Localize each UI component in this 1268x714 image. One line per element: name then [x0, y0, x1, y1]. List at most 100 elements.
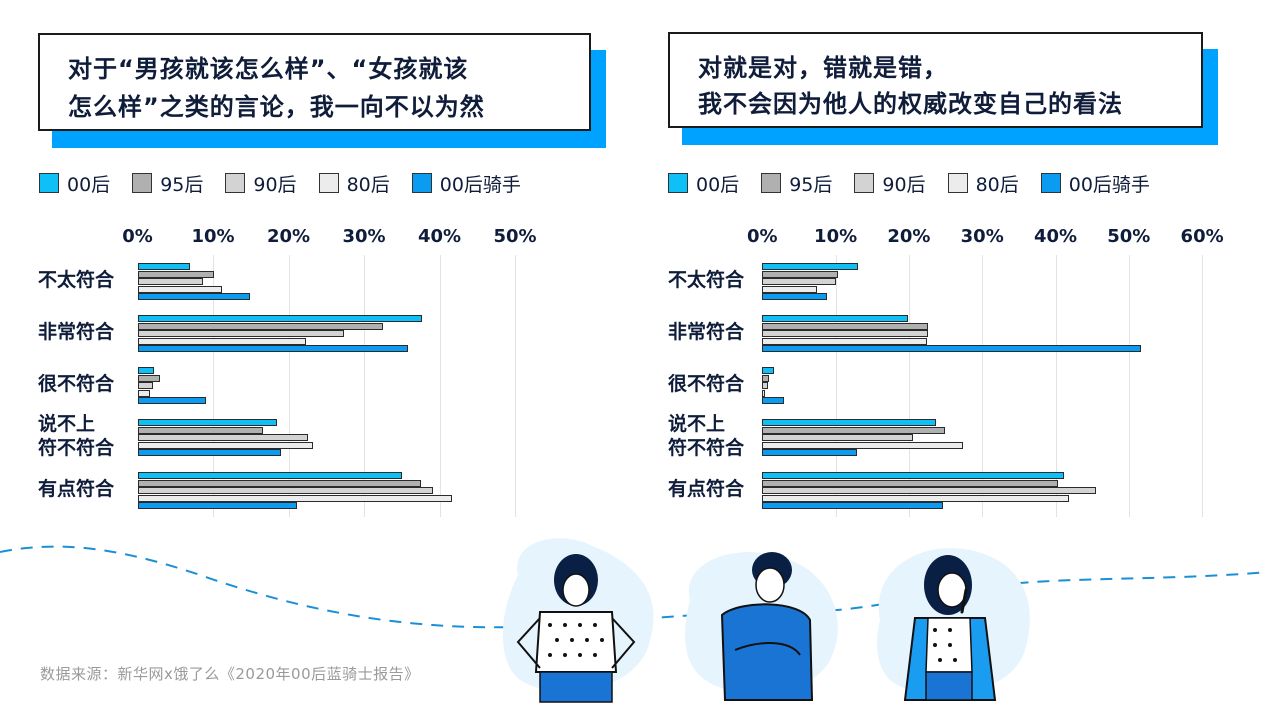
gridline	[982, 255, 984, 517]
bar	[762, 345, 1142, 353]
bar	[137, 479, 421, 487]
bar	[137, 441, 313, 449]
gridline	[1128, 255, 1130, 517]
bar	[137, 426, 263, 434]
legend-swatch	[39, 173, 59, 193]
legend-swatch	[947, 173, 968, 193]
bar	[137, 367, 154, 374]
bar	[762, 419, 937, 426]
bar	[137, 278, 203, 286]
category-label-line: 很不符合	[38, 373, 115, 395]
gridline	[288, 255, 290, 517]
legend-swatch	[1040, 173, 1061, 193]
legend-swatch	[132, 173, 153, 193]
bar	[762, 315, 909, 322]
gridline	[515, 255, 516, 517]
legend-label: 80后	[346, 173, 390, 196]
legend-item: 80后	[947, 170, 1019, 197]
right-title-box: 对就是对，错就是错， 我不会因为他人的权威改变自己的看法	[668, 32, 1203, 128]
legend-label: 00后	[67, 173, 111, 196]
legend-item: 00后	[39, 170, 110, 197]
axis-tick-label: 40%	[1033, 226, 1078, 247]
bar	[762, 293, 827, 301]
bar	[762, 472, 1064, 479]
bar	[137, 315, 422, 322]
right-title-card: 对就是对，错就是错， 我不会因为他人的权威改变自己的看法	[668, 32, 1218, 145]
boy-arms-crossed-illustration	[685, 552, 838, 701]
bar	[137, 487, 433, 495]
bar	[762, 426, 945, 434]
legend-item: 90后	[854, 170, 926, 197]
legend-label: 80后	[975, 173, 1019, 196]
legend-swatch	[854, 173, 875, 193]
bar	[762, 337, 927, 345]
bar	[137, 322, 384, 330]
axis-tick-label: 0%	[122, 226, 153, 247]
category-label-line: 有点符合	[668, 478, 745, 500]
bar	[137, 494, 453, 502]
bar	[137, 502, 297, 510]
legend-swatch	[411, 173, 432, 193]
category-label-line: 说不上	[668, 413, 726, 435]
bar	[137, 374, 161, 382]
legend-swatch	[225, 173, 246, 193]
bar	[762, 494, 1069, 502]
bar	[762, 285, 818, 293]
bar	[762, 374, 770, 382]
data-source-note: 数据来源：新华网x饿了么《2020年00后蓝骑士报告》	[40, 665, 420, 683]
legend-item: 80后	[318, 170, 390, 197]
left-title-card: 对于“男孩就该怎么样”、“女孩就该 怎么样”之类的言论，我一向不以为然	[38, 33, 606, 148]
legend-label: 90后	[253, 173, 297, 196]
legend-label: 90后	[882, 173, 926, 196]
gridline	[1055, 255, 1057, 517]
bar	[762, 382, 768, 390]
axis-tick-label: 0%	[747, 226, 778, 247]
bar	[762, 441, 963, 449]
bar	[762, 322, 929, 330]
legend-item: 95后	[761, 170, 832, 197]
left-title-box: 对于“男孩就该怎么样”、“女孩就该 怎么样”之类的言论，我一向不以为然	[38, 33, 591, 131]
legend-item: 00后骑手	[1040, 170, 1150, 197]
bar	[762, 487, 1096, 495]
legend-item: 90后	[225, 170, 297, 197]
category-label-line: 很不符合	[668, 373, 745, 395]
category-label: 非常符合	[668, 320, 744, 344]
bar	[137, 263, 190, 270]
axis-tick-label: 10%	[191, 226, 235, 247]
category-label-line: 不太符合	[668, 269, 745, 291]
bar	[762, 479, 1058, 487]
bar	[137, 293, 251, 301]
axis-tick-label: 20%	[887, 226, 931, 247]
axis-tick-label: 20%	[266, 226, 311, 247]
legend-label: 00后骑手	[439, 173, 521, 196]
axis-tick-label: 30%	[342, 226, 386, 247]
legend-label: 00后骑手	[1068, 173, 1150, 196]
category-label: 很不符合	[38, 372, 114, 396]
bar	[137, 472, 402, 479]
gridline	[439, 255, 441, 517]
left-title-line-2: 怎么样”之类的言论，我一向不以为然	[68, 93, 485, 121]
category-label: 很不符合	[668, 372, 744, 396]
right-legend: 00后 95后 90后 80后 00后骑手	[668, 170, 1172, 196]
axis-tick-label: 30%	[960, 226, 1004, 247]
gridline	[1202, 255, 1204, 517]
bar	[762, 278, 837, 286]
axis-tick-label: 60%	[1180, 226, 1224, 247]
gridline	[908, 255, 910, 517]
legend-item: 00后	[668, 170, 739, 197]
legend-item: 95后	[132, 170, 203, 197]
legend-item: 00后骑手	[411, 170, 521, 197]
bar	[137, 389, 150, 397]
bar	[137, 434, 308, 442]
bar	[762, 270, 838, 278]
category-label: 有点符合	[38, 477, 114, 501]
legend-label: 95后	[160, 173, 204, 196]
category-label-line: 非常符合	[38, 321, 115, 343]
axis-tick-label: 50%	[1107, 226, 1151, 247]
bar	[762, 263, 858, 270]
axis-tick-label: 50%	[493, 226, 537, 247]
legend-swatch	[668, 173, 688, 193]
category-label: 不太符合	[668, 268, 744, 292]
legend-label: 00后	[696, 173, 740, 196]
bar	[762, 367, 775, 374]
